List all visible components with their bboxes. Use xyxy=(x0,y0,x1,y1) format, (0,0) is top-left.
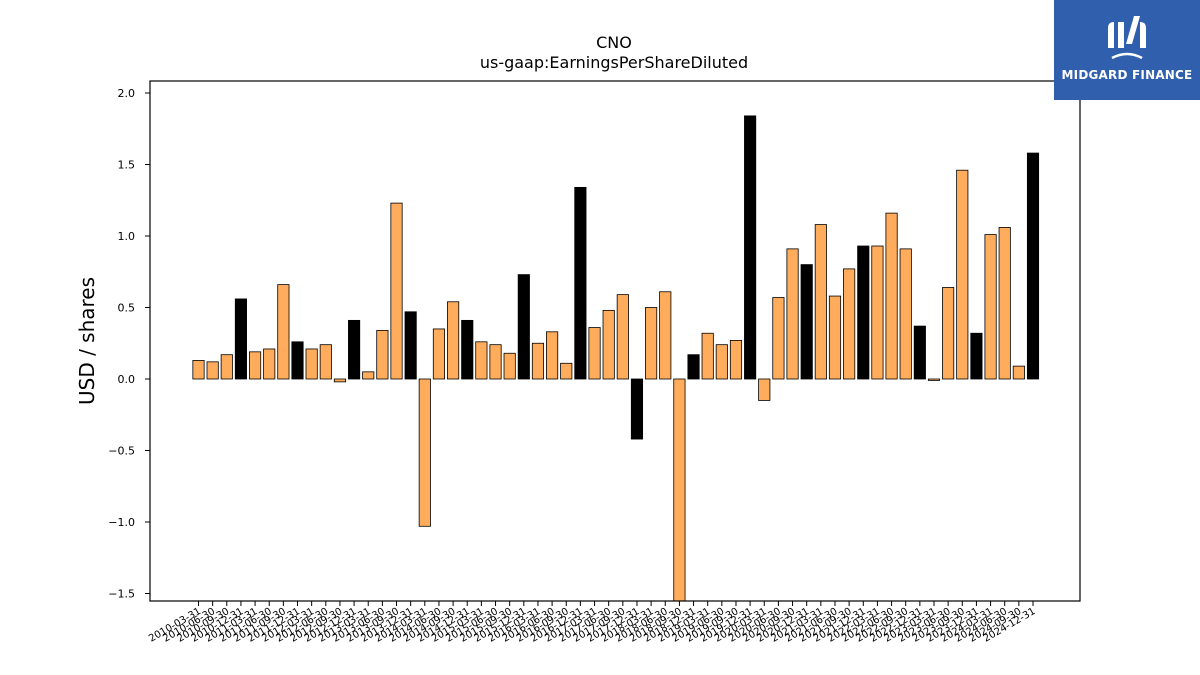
bar-2019-12-31 xyxy=(744,115,757,380)
bar-2011-09-30 xyxy=(277,284,290,380)
bar-2022-03-31 xyxy=(871,245,884,380)
bar-2024-03-31 xyxy=(984,234,997,380)
chart-title: CNO xyxy=(596,33,632,52)
bar-2021-12-31 xyxy=(857,245,870,380)
brand-logo: MIDGARD FINANCE xyxy=(1054,0,1200,100)
y-axis: 2.0 1.5 1.0 0.5 0.0 −0.5 −1.0 −1.5 xyxy=(108,87,150,601)
bars-group xyxy=(192,115,1040,602)
y-tick-label: 2.0 xyxy=(118,87,136,100)
bar-2018-06-30 xyxy=(659,291,672,380)
bar-2021-09-30 xyxy=(843,268,856,380)
bar-2023-06-30 xyxy=(942,287,955,380)
bar-2020-06-30 xyxy=(772,297,785,380)
bar-2011-03-31 xyxy=(249,351,262,380)
bar-2023-09-30 xyxy=(956,169,969,380)
bar-2024-06-30 xyxy=(998,227,1011,380)
bar-2024-09-30 xyxy=(1012,365,1025,380)
bar-2016-06-30 xyxy=(546,331,559,380)
bar-2023-12-31 xyxy=(970,332,983,380)
bar-2022-09-30 xyxy=(899,248,912,380)
bar-2010-03-31 xyxy=(192,360,205,380)
brand-logo-mark xyxy=(1108,16,1146,60)
bar-2010-09-30 xyxy=(220,354,233,380)
bar-2011-06-30 xyxy=(263,348,276,380)
bar-2018-03-31 xyxy=(645,307,658,380)
y-tick-label: 0.0 xyxy=(118,373,136,386)
bar-2012-12-31 xyxy=(348,319,361,380)
bar-2018-09-30 xyxy=(673,378,686,602)
bar-2023-03-31 xyxy=(927,378,941,381)
chart-subtitle: us-gaap:EarningsPerShareDiluted xyxy=(480,53,748,72)
bar-2017-12-31 xyxy=(630,378,644,440)
bar-2017-03-31 xyxy=(588,327,601,380)
bar-2012-03-31 xyxy=(305,348,318,380)
bar-2015-06-30 xyxy=(489,344,502,380)
y-tick-label: −0.5 xyxy=(108,445,135,458)
bar-2014-09-30 xyxy=(447,301,460,380)
bar-2016-12-31 xyxy=(574,186,587,380)
bar-2020-12-31 xyxy=(800,264,813,380)
plot-frame xyxy=(149,80,1081,602)
bar-2024-12-31 xyxy=(1026,152,1040,380)
bar-2019-09-30 xyxy=(729,339,743,380)
bar-2013-12-31 xyxy=(404,311,417,380)
bar-2011-12-31 xyxy=(291,341,304,380)
y-tick-label: 1.0 xyxy=(118,230,136,243)
bar-2014-12-31 xyxy=(461,319,474,380)
bar-2022-06-30 xyxy=(885,212,898,380)
brand-name: MIDGARD FINANCE xyxy=(1061,68,1193,82)
y-tick-label: 0.5 xyxy=(118,302,136,315)
bar-2016-03-31 xyxy=(531,342,545,380)
bar-2015-03-31 xyxy=(475,341,488,380)
bar-2020-09-30 xyxy=(786,248,799,380)
bar-2021-03-31 xyxy=(814,224,827,380)
bar-2015-09-30 xyxy=(503,352,516,380)
bar-2018-12-31 xyxy=(687,354,700,380)
bar-2017-06-30 xyxy=(602,309,615,380)
y-tick-label: −1.5 xyxy=(108,588,135,601)
bar-2012-09-30 xyxy=(333,378,346,383)
bar-2019-03-31 xyxy=(701,332,714,380)
x-axis: 2010-03-312010-06-302010-09-302010-12-31… xyxy=(147,601,1038,645)
y-axis-label: USD / shares xyxy=(75,277,99,405)
bar-2013-03-31 xyxy=(362,371,375,380)
y-tick-label: −1.0 xyxy=(108,516,135,529)
bar-2014-03-31 xyxy=(418,378,431,527)
bar-2013-09-30 xyxy=(390,202,403,380)
bar-2010-12-31 xyxy=(234,298,247,380)
bar-2020-03-31 xyxy=(758,378,771,401)
bar-2017-09-30 xyxy=(616,294,629,380)
bar-2014-06-30 xyxy=(432,328,446,380)
bar-2013-06-30 xyxy=(376,329,389,380)
bar-2012-06-30 xyxy=(319,344,332,380)
bar-2015-12-31 xyxy=(517,274,530,380)
y-tick-label: 1.5 xyxy=(118,159,136,172)
bar-2016-09-30 xyxy=(560,362,573,380)
bar-2022-12-31 xyxy=(913,325,926,380)
bar-2019-06-30 xyxy=(715,344,728,380)
bar-2010-06-30 xyxy=(206,361,219,380)
bar-2021-06-30 xyxy=(828,295,842,380)
